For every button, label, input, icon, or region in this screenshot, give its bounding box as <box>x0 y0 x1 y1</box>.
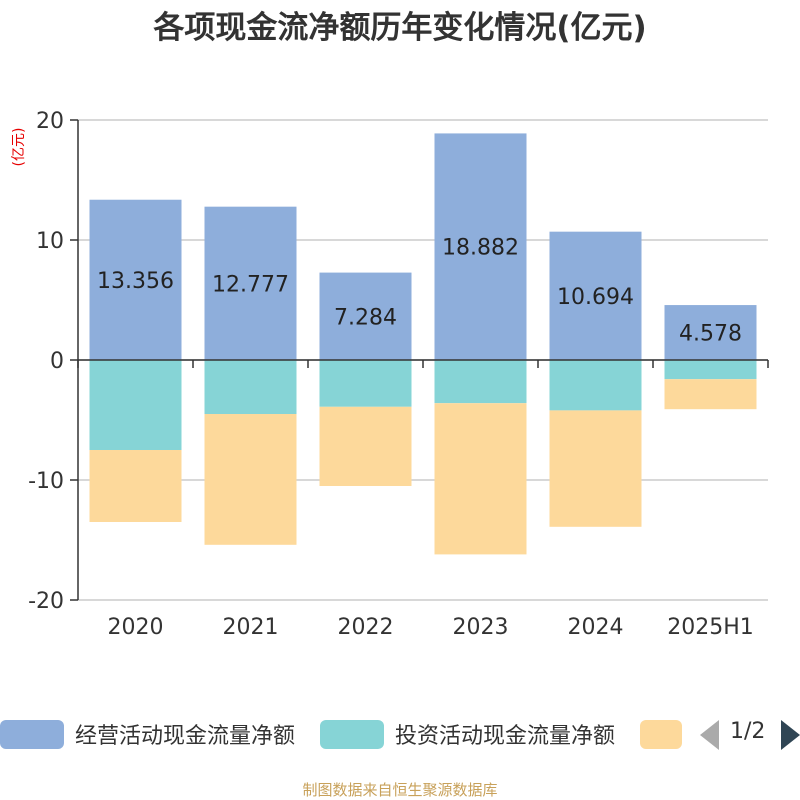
y-tick-label: 20 <box>36 109 64 134</box>
legend-prev-page-icon[interactable] <box>700 720 719 750</box>
bar-3-2020[interactable] <box>89 450 182 522</box>
bar-1-2023[interactable] <box>434 133 527 360</box>
legend-item-third[interactable] <box>640 714 682 754</box>
bar-3-2023[interactable] <box>434 403 527 555</box>
bar-2-2020[interactable] <box>89 360 182 450</box>
bar-1-2020[interactable] <box>89 199 182 360</box>
bar-1-2022[interactable] <box>319 272 412 360</box>
legend-swatch-investing <box>320 719 384 749</box>
y-tick-label: -10 <box>28 469 64 494</box>
chart-canvas: 20 10 0 -10 -20 2020 2021 2022 2023 2024 2025H1 13… <box>11 109 769 640</box>
bar-3-2025H1[interactable] <box>664 379 757 410</box>
data-label: 12.777 <box>212 272 289 297</box>
bars <box>89 133 757 555</box>
bar-1-2025H1[interactable] <box>664 305 757 360</box>
data-label: 4.578 <box>679 322 742 347</box>
x-tick-label: 2022 <box>338 615 394 640</box>
legend-next-page-icon[interactable] <box>781 720 800 750</box>
data-labels: 13.356 12.777 7.284 18.882 10.694 4.578 <box>97 236 742 347</box>
data-label: 10.694 <box>557 285 634 310</box>
x-tick-label: 2025H1 <box>667 615 754 640</box>
legend-item-operating[interactable]: 经营活动现金流量净额 <box>0 714 295 754</box>
y-tick-label: -20 <box>28 589 64 614</box>
bar-2-2021[interactable] <box>204 360 297 414</box>
bar-2-2025H1[interactable] <box>664 360 757 380</box>
y-tick-label: 0 <box>50 349 64 374</box>
axes: 20 10 0 -10 -20 2020 2021 2022 2023 2024 2025H1 <box>28 109 769 640</box>
data-label: 13.356 <box>97 269 174 294</box>
bar-2-2023[interactable] <box>434 360 527 404</box>
legend-label-investing: 投资活动现金流量净额 <box>395 724 616 749</box>
y-tick-label: 10 <box>36 229 64 254</box>
legend-item-investing[interactable]: 投资活动现金流量净额 <box>320 714 615 754</box>
x-tick-label: 2020 <box>108 615 164 640</box>
bar-2-2024[interactable] <box>549 360 642 411</box>
x-tick-label: 2024 <box>568 615 624 640</box>
source-footer: 制图数据来自恒生聚源数据库 <box>302 781 498 799</box>
data-label: 7.284 <box>334 305 397 330</box>
x-tick-label: 2021 <box>223 615 279 640</box>
legend-label-operating: 经营活动现金流量净额 <box>75 724 296 749</box>
legend-swatch-third <box>640 719 682 749</box>
bar-2-2022[interactable] <box>319 360 412 407</box>
x-tick-label: 2023 <box>453 615 509 640</box>
chart-title: 各项现金流净额历年变化情况(亿元) <box>153 10 647 46</box>
legend: 经营活动现金流量净额 投资活动现金流量净额 1/2 <box>0 714 800 754</box>
legend-swatch-operating <box>0 719 64 749</box>
bar-1-2024[interactable] <box>549 231 642 360</box>
bar-3-2021[interactable] <box>204 414 297 545</box>
y-axis-unit-label: (亿元) <box>11 128 27 167</box>
legend-page-indicator: 1/2 <box>730 719 766 744</box>
data-label: 18.882 <box>442 236 519 261</box>
bar-3-2024[interactable] <box>549 410 642 527</box>
bar-1-2021[interactable] <box>204 206 297 360</box>
bar-3-2022[interactable] <box>319 406 412 486</box>
